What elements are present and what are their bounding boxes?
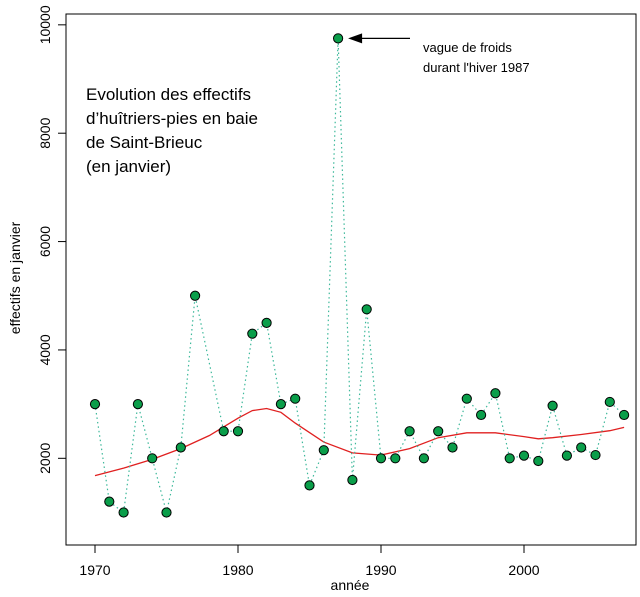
data-point — [447, 442, 458, 453]
chart-title: Evolution des effectifs d’huîtriers-pies… — [86, 85, 258, 176]
annotation-line-2: durant l'hiver 1987 — [423, 60, 530, 75]
series-layer — [89, 33, 630, 518]
data-point — [433, 426, 444, 437]
x-axis: 1970 1980 1990 2000 — [79, 544, 540, 578]
data-point — [218, 426, 229, 437]
data-point — [576, 442, 587, 453]
data-point — [232, 426, 244, 437]
data-point — [318, 445, 329, 456]
y-axis-label: effectifs en janvier — [7, 221, 23, 334]
title-line-1: Evolution des effectifs — [86, 85, 251, 104]
y-tick-label: 10000 — [37, 5, 53, 44]
data-point — [147, 453, 158, 464]
data-point — [490, 388, 501, 399]
data-point — [304, 480, 315, 491]
data-point — [375, 453, 387, 464]
data-point — [418, 453, 429, 464]
data-point — [161, 507, 172, 518]
x-tick-label: 2000 — [508, 562, 539, 578]
x-tick-label: 1990 — [365, 562, 396, 578]
y-tick-label: 6000 — [37, 226, 53, 257]
y-tick-label: 8000 — [37, 117, 53, 148]
trend-line — [94, 407, 625, 477]
title-line-2: d’huîtriers-pies en baie — [86, 109, 258, 128]
data-point — [132, 399, 143, 410]
data-point — [390, 453, 401, 464]
annotation: vague de froids durant l'hiver 1987 — [348, 33, 530, 75]
data-point — [261, 317, 272, 328]
data-point — [347, 474, 358, 486]
data-point — [190, 290, 201, 301]
data-point — [533, 455, 544, 467]
y-tick-label: 4000 — [37, 334, 53, 365]
data-point — [619, 409, 630, 421]
x-tick-label: 1970 — [79, 562, 110, 578]
data-point — [247, 328, 258, 339]
data-point — [118, 507, 129, 518]
y-tick-label: 2000 — [37, 443, 53, 474]
data-point — [333, 33, 344, 44]
data-point — [476, 409, 487, 421]
data-point — [404, 426, 415, 437]
data-point — [604, 396, 615, 408]
data-point — [290, 393, 301, 404]
data-point — [590, 449, 601, 461]
x-axis-label: année — [331, 577, 370, 593]
title-line-4: (en janvier) — [86, 157, 171, 176]
data-point — [175, 442, 186, 453]
data-point — [275, 399, 286, 410]
annotation-arrow-head — [348, 33, 363, 44]
data-point — [504, 453, 515, 464]
y-axis: 2000 4000 6000 8000 10000 — [37, 5, 67, 474]
data-point — [547, 400, 558, 411]
x-tick-label: 1980 — [222, 562, 253, 578]
data-point — [89, 399, 101, 410]
title-line-3: de Saint-Brieuc — [86, 133, 203, 152]
data-point — [561, 450, 573, 461]
data-point — [104, 496, 115, 507]
data-point — [361, 304, 372, 315]
data-point — [518, 450, 530, 461]
data-point — [461, 393, 472, 404]
annotation-line-1: vague de froids — [423, 40, 512, 55]
